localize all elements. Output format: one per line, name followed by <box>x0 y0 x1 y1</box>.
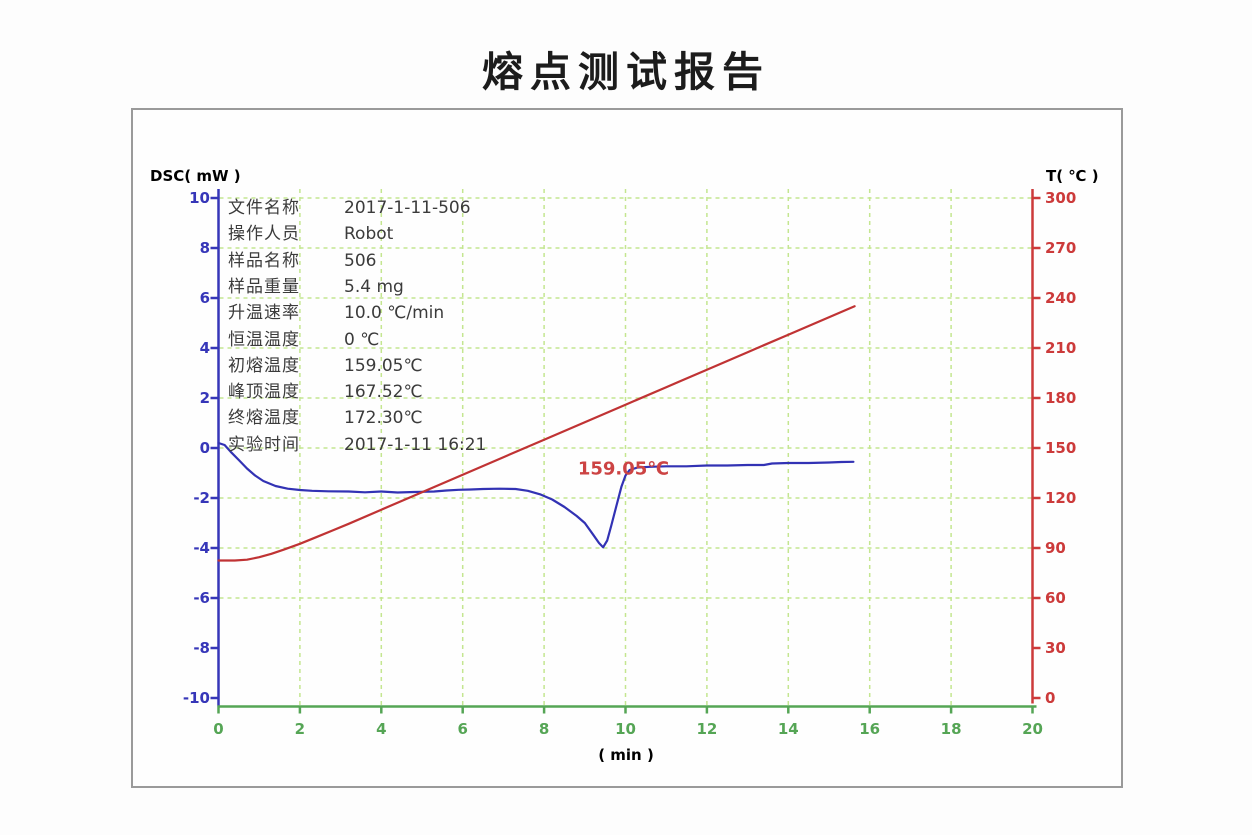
x-tick-label: 6 <box>457 720 468 738</box>
x-tick-label: 4 <box>376 720 387 738</box>
x-axis-title: ( min ) <box>598 746 654 764</box>
left-tick-label: 8 <box>199 239 210 257</box>
x-tick-label: 2 <box>294 720 306 738</box>
info-row-label: 实验时间 <box>228 434 300 455</box>
right-tick-label: 210 <box>1045 339 1077 357</box>
right-tick-label: 0 <box>1045 689 1056 707</box>
dsc-curve <box>217 441 855 549</box>
right-tick-label: 240 <box>1045 289 1077 307</box>
page-title: 熔点测试报告 <box>482 48 770 96</box>
info-row-value: 172.30℃ <box>344 408 423 429</box>
info-row-value: 159.05℃ <box>344 355 423 376</box>
info-row: 样品名称 506 <box>228 251 376 271</box>
info-row-label: 样品名称 <box>228 250 300 271</box>
right-tick-label: 120 <box>1045 489 1077 507</box>
info-row-label: 终熔温度 <box>228 408 300 429</box>
x-tick-label: 18 <box>940 720 962 738</box>
left-axis-title: DSC( mW ) <box>150 167 241 185</box>
left-tick-label: 10 <box>189 189 210 207</box>
left-tick-label: 2 <box>199 389 210 407</box>
x-tick-label: 14 <box>777 720 799 738</box>
x-tick-label: 16 <box>859 720 881 738</box>
right-tick-label: 180 <box>1045 389 1077 407</box>
info-row-value: 2017-1-11-506 <box>344 198 471 218</box>
info-row: 升温速率 10.0 ℃/min <box>228 303 444 323</box>
right-tick-label: 300 <box>1045 189 1077 207</box>
x-tick-label: 12 <box>696 720 718 738</box>
info-row: 终熔温度 172.30℃ <box>228 408 423 428</box>
right-tick-label: 90 <box>1045 539 1066 557</box>
info-row: 文件名称 2017-1-11-506 <box>228 198 471 218</box>
right-tick-label: 30 <box>1045 639 1066 657</box>
left-tick-label: -6 <box>193 589 210 607</box>
left-tick-label: 4 <box>199 339 210 357</box>
left-tick-label: 6 <box>199 289 210 307</box>
info-row: 初熔温度 159.05℃ <box>228 356 423 376</box>
info-row-label: 文件名称 <box>228 198 300 218</box>
left-tick-label: -10 <box>182 689 210 707</box>
info-row-value: 0 ℃ <box>344 329 380 350</box>
x-tick-label: 8 <box>538 720 550 738</box>
x-tick-label: 20 <box>1022 720 1043 738</box>
right-tick-label: 150 <box>1045 439 1077 457</box>
info-row-value: Robot <box>344 224 394 245</box>
info-row: 操作人员 Robot <box>228 224 393 244</box>
info-row-value: 2017-1-11 16:21 <box>344 434 487 455</box>
info-row: 峰顶温度 167.52℃ <box>228 382 423 402</box>
info-row-value: 506 <box>344 250 377 271</box>
info-row-label: 升温速率 <box>228 303 300 324</box>
left-tick-label: -4 <box>193 539 210 557</box>
right-tick-label: 60 <box>1045 589 1066 607</box>
info-row-value: 5.4 mg <box>344 276 404 297</box>
left-tick-label: -8 <box>193 639 210 657</box>
temperature-curve <box>217 305 856 562</box>
info-row-value: 167.52℃ <box>344 382 423 403</box>
info-row-label: 操作人员 <box>228 224 300 245</box>
left-tick-label: -2 <box>193 489 210 507</box>
info-row-label: 初熔温度 <box>228 355 300 376</box>
info-row-label: 峰顶温度 <box>228 382 300 403</box>
info-row: 样品重量 5.4 mg <box>228 277 404 297</box>
x-tick-label: 10 <box>615 720 636 738</box>
info-row: 恒温温度 0 ℃ <box>228 330 379 350</box>
right-tick-label: 270 <box>1045 239 1077 257</box>
right-axis-title: T( ℃ ) <box>1046 167 1099 185</box>
left-tick-label: 0 <box>199 439 210 457</box>
info-row: 实验时间 2017-1-11 16:21 <box>228 435 486 455</box>
info-row-label: 样品重量 <box>228 276 300 297</box>
x-tick-label: 0 <box>213 720 224 738</box>
melt-onset-annotation: 159.05℃ <box>577 458 670 480</box>
info-row-value: 10.0 ℃/min <box>344 303 445 324</box>
info-row-label: 恒温温度 <box>228 329 300 350</box>
